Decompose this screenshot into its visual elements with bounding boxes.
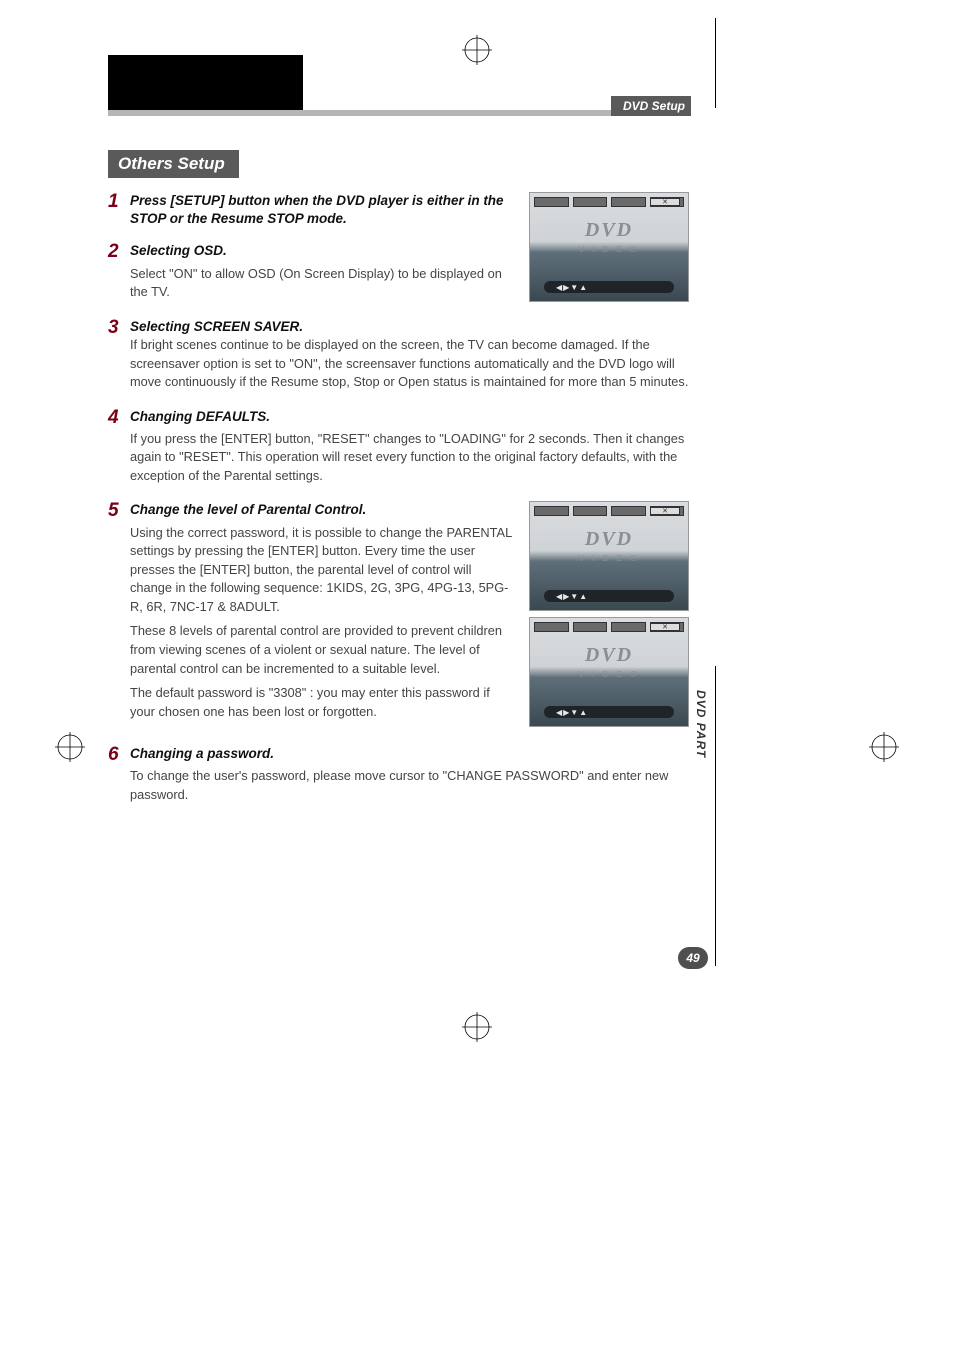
step-text: To change the user's password, please mo… <box>130 767 689 804</box>
dvd-logo: DVD <box>530 528 688 551</box>
step-heading: Changing DEFAULTS. <box>130 408 689 426</box>
step-text: These 8 levels of parental control are p… <box>130 622 515 678</box>
osd-screenshot-2: ✕ DVD V I D E O ◀▶▼▲ <box>529 501 689 611</box>
step-4: 4 Changing DEFAULTS. If you press the [E… <box>108 408 689 492</box>
nav-arrows-icon: ◀▶▼▲ <box>556 708 588 717</box>
header-banner: DVD Setup <box>611 96 691 116</box>
step-number: 4 <box>108 408 130 492</box>
page-number-badge: 49 <box>678 947 708 969</box>
step-number: 6 <box>108 745 130 810</box>
step-text: If bright scenes continue to be displaye… <box>130 336 689 392</box>
video-label: V I D E O <box>530 670 688 679</box>
step-text: Using the correct password, it is possib… <box>130 524 515 617</box>
close-icon: ✕ <box>650 198 680 206</box>
osd-screenshot-1: ✕ DVD V I D E O ◀▶▼▲ <box>529 192 689 302</box>
section-title: Others Setup <box>108 150 239 178</box>
step-heading: Press [SETUP] button when the DVD player… <box>130 192 515 228</box>
step-1: 1 Press [SETUP] button when the DVD play… <box>108 192 515 232</box>
step-3-body: If bright scenes continue to be displaye… <box>108 336 689 398</box>
video-label: V I D E O <box>530 554 688 563</box>
close-icon: ✕ <box>650 623 680 631</box>
header-black-block <box>108 55 303 110</box>
page-content: Others Setup 1 Press [SETUP] button when… <box>108 150 689 820</box>
crop-mark-mid <box>462 1012 492 1042</box>
header-gray-strip <box>108 110 691 116</box>
step-text: If you press the [ENTER] button, "RESET"… <box>130 430 689 486</box>
side-section-label: DVD PART <box>694 690 708 758</box>
step-5: 5 Change the level of Parental Control. … <box>108 501 515 727</box>
close-icon: ✕ <box>650 507 680 515</box>
step-2: 2 Selecting OSD. Select "ON" to allow OS… <box>108 242 515 307</box>
step-text: Select "ON" to allow OSD (On Screen Disp… <box>130 265 515 302</box>
divider-line-side <box>715 666 716 966</box>
osd-screenshot-3: ✕ DVD V I D E O ◀▶▼▲ <box>529 617 689 727</box>
step-number: 1 <box>108 192 130 232</box>
step-heading: Selecting OSD. <box>130 242 515 260</box>
step-heading: Changing a password. <box>130 745 689 763</box>
crop-mark-left <box>55 732 85 762</box>
step-text: The default password is "3308" : you may… <box>130 684 515 721</box>
crop-mark-right <box>869 732 899 762</box>
nav-arrows-icon: ◀▶▼▲ <box>556 283 588 292</box>
dvd-logo: DVD <box>530 644 688 667</box>
dvd-logo: DVD <box>530 219 688 242</box>
step-heading: Change the level of Parental Control. <box>130 501 515 519</box>
video-label: V I D E O <box>530 245 688 254</box>
step-number: 2 <box>108 242 130 307</box>
step-number: 5 <box>108 501 130 727</box>
crop-mark-top <box>462 35 492 65</box>
step-6: 6 Changing a password. To change the use… <box>108 745 689 810</box>
step-heading: Selecting SCREEN SAVER. <box>130 318 515 336</box>
nav-arrows-icon: ◀▶▼▲ <box>556 592 588 601</box>
divider-line-top <box>715 18 716 108</box>
